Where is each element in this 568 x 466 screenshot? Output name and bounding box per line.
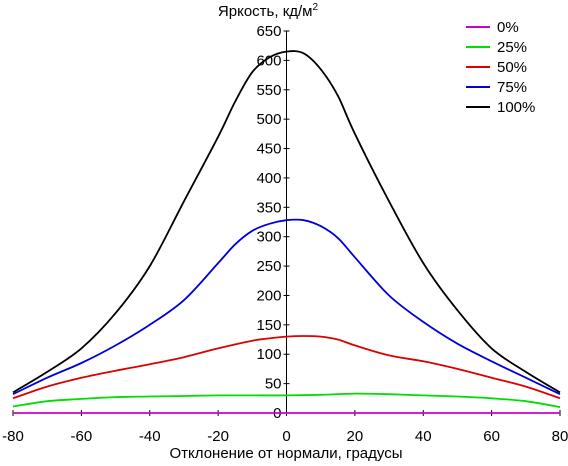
y-tick-label: 300 [256,229,281,246]
series-lines [12,50,561,414]
y-tick-label: 600 [256,52,281,69]
series-line-50pct [12,335,561,400]
legend: 0% 25% 50% 75% 100% [466,19,535,116]
x-tick-label: -80 [2,428,24,445]
series-line-75pct [12,218,561,396]
x-tick-label: -20 [207,428,229,445]
y-tick-label: 650 [256,23,281,40]
x-tick-label: 60 [483,428,500,445]
series-line-25pct [12,392,561,408]
svg-text:Яркость, кд/м2: Яркость, кд/м2 [218,2,319,20]
legend-label: 75% [497,79,527,96]
axes [12,30,561,416]
y-tick-label: 50 [265,376,282,393]
y-tick-label: 350 [256,199,281,216]
x-tick-label: -40 [139,428,161,445]
y-tick-label: 450 [256,141,281,158]
x-tick-label: 0 [282,428,290,445]
y-tick-label: 250 [256,258,281,275]
y-tick-label: 400 [256,170,281,187]
y-axis-title-superscript: 2 [313,2,319,13]
y-axis-title: Яркость, кд/м2 [218,2,319,20]
x-axis-title: Отклонение от нормали, градусы [170,445,403,462]
y-tick-label: 550 [256,82,281,99]
x-tick-label: -60 [71,428,93,445]
y-axis-title-text: Яркость, кд/м [218,3,313,20]
legend-label: 25% [497,39,527,56]
x-tick-label: 20 [347,428,364,445]
y-tick-label: 200 [256,287,281,304]
x-tick-label: 40 [415,428,432,445]
legend-label: 50% [497,59,527,76]
tick-labels: 0 50 100 150 200 250 300 350 400 450 500 550 600 650 -… [2,23,568,445]
series-line-100pct [12,50,561,394]
legend-label: 0% [497,19,519,36]
x-tick-label: 80 [552,428,568,445]
y-tick-label: 100 [256,346,281,363]
legend-label: 100% [497,99,535,116]
y-tick-label: 500 [256,111,281,128]
y-tick-label: 150 [256,317,281,334]
